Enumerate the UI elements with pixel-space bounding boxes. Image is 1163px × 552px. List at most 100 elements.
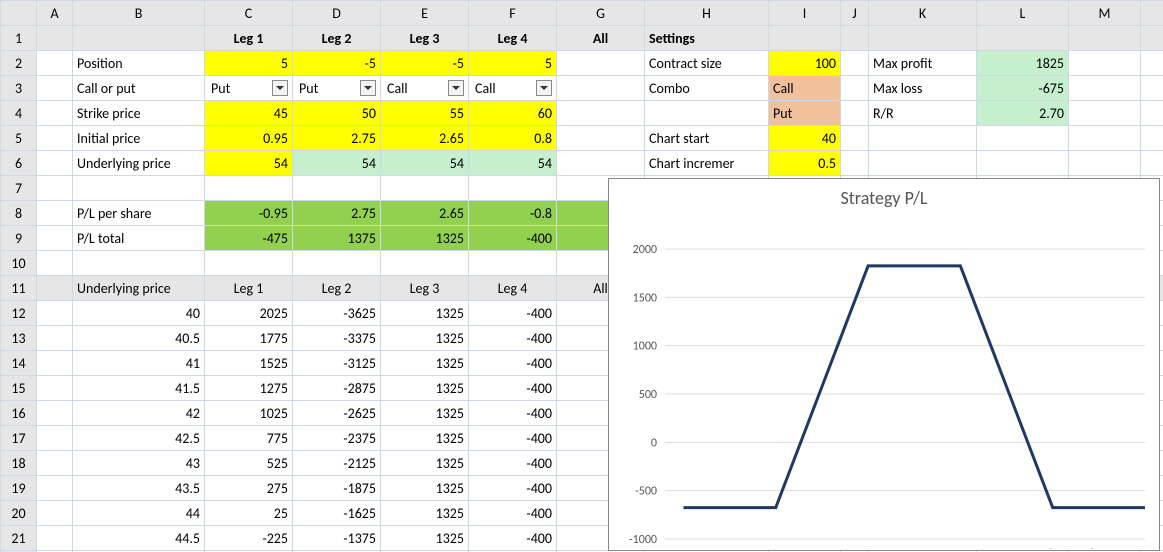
cell[interactable] bbox=[1069, 76, 1141, 101]
cell[interactable] bbox=[205, 176, 293, 201]
cell[interactable] bbox=[557, 101, 645, 126]
column-header-c[interactable]: C bbox=[205, 1, 293, 26]
cell[interactable] bbox=[293, 251, 381, 276]
cell[interactable] bbox=[381, 176, 469, 201]
row-header-19[interactable]: 19 bbox=[1, 476, 37, 501]
row-header-6[interactable]: 6 bbox=[1, 151, 37, 176]
cell[interactable] bbox=[557, 151, 645, 176]
row-header-7[interactable]: 7 bbox=[1, 176, 37, 201]
cell[interactable] bbox=[381, 251, 469, 276]
position-leg2[interactable]: -5 bbox=[293, 51, 381, 76]
cell[interactable] bbox=[1141, 26, 1163, 51]
row-header-5[interactable]: 5 bbox=[1, 126, 37, 151]
row-header-2[interactable]: 2 bbox=[1, 51, 37, 76]
column-header-a[interactable]: A bbox=[37, 1, 73, 26]
column-header-h[interactable]: H bbox=[645, 1, 769, 26]
cell[interactable] bbox=[37, 426, 73, 451]
cell[interactable] bbox=[37, 401, 73, 426]
cell[interactable] bbox=[977, 126, 1069, 151]
cell[interactable] bbox=[73, 176, 205, 201]
column-header-f[interactable]: F bbox=[469, 1, 557, 26]
cell[interactable] bbox=[37, 201, 73, 226]
strike-leg4[interactable]: 60 bbox=[469, 101, 557, 126]
row-header-14[interactable]: 14 bbox=[1, 351, 37, 376]
cell[interactable] bbox=[557, 126, 645, 151]
column-header-l[interactable]: L bbox=[977, 1, 1069, 26]
row-header-3[interactable]: 3 bbox=[1, 76, 37, 101]
row-header-21[interactable]: 21 bbox=[1, 526, 37, 551]
dropdown-icon[interactable] bbox=[272, 80, 288, 96]
cell[interactable] bbox=[293, 176, 381, 201]
row-header-15[interactable]: 15 bbox=[1, 376, 37, 401]
row-header-10[interactable]: 10 bbox=[1, 251, 37, 276]
cell[interactable] bbox=[205, 251, 293, 276]
callput-leg1[interactable]: Put bbox=[205, 76, 293, 101]
cell[interactable] bbox=[37, 451, 73, 476]
dropdown-icon[interactable] bbox=[448, 80, 464, 96]
row-header-18[interactable]: 18 bbox=[1, 451, 37, 476]
chart-start[interactable]: 40 bbox=[769, 126, 841, 151]
row-header-13[interactable]: 13 bbox=[1, 326, 37, 351]
cell[interactable] bbox=[37, 351, 73, 376]
cell[interactable] bbox=[37, 526, 73, 551]
cell[interactable] bbox=[1141, 51, 1163, 76]
init-leg3[interactable]: 2.65 bbox=[381, 126, 469, 151]
strike-leg2[interactable]: 50 bbox=[293, 101, 381, 126]
column-header-g[interactable]: G bbox=[557, 1, 645, 26]
cell[interactable] bbox=[869, 26, 977, 51]
dropdown-icon[interactable] bbox=[536, 80, 552, 96]
combo-call[interactable]: Call bbox=[769, 76, 841, 101]
cell[interactable] bbox=[1069, 126, 1141, 151]
cell[interactable] bbox=[1069, 51, 1141, 76]
position-leg3[interactable]: -5 bbox=[381, 51, 469, 76]
cell[interactable] bbox=[869, 126, 977, 151]
init-leg1[interactable]: 0.95 bbox=[205, 126, 293, 151]
cell[interactable] bbox=[37, 501, 73, 526]
cell[interactable] bbox=[469, 176, 557, 201]
cell[interactable] bbox=[37, 226, 73, 251]
cell[interactable] bbox=[37, 101, 73, 126]
cell[interactable] bbox=[1141, 151, 1163, 176]
cell[interactable] bbox=[37, 376, 73, 401]
cell[interactable] bbox=[1141, 126, 1163, 151]
contract-size[interactable]: 100 bbox=[769, 51, 841, 76]
cell[interactable] bbox=[977, 151, 1069, 176]
column-header-m[interactable]: M bbox=[1069, 1, 1141, 26]
cell[interactable] bbox=[37, 276, 73, 301]
cell[interactable] bbox=[869, 151, 977, 176]
strike-leg3[interactable]: 55 bbox=[381, 101, 469, 126]
position-leg4[interactable]: 5 bbox=[469, 51, 557, 76]
cell[interactable] bbox=[37, 76, 73, 101]
column-header-d[interactable]: D bbox=[293, 1, 381, 26]
cell[interactable] bbox=[1141, 101, 1163, 126]
cell[interactable] bbox=[37, 176, 73, 201]
cell[interactable] bbox=[841, 76, 869, 101]
under-leg1[interactable]: 54 bbox=[205, 151, 293, 176]
cell[interactable] bbox=[1141, 76, 1163, 101]
row-header-11[interactable]: 11 bbox=[1, 276, 37, 301]
init-leg2[interactable]: 2.75 bbox=[293, 126, 381, 151]
cell[interactable] bbox=[557, 51, 645, 76]
init-leg4[interactable]: 0.8 bbox=[469, 126, 557, 151]
cell[interactable] bbox=[37, 126, 73, 151]
row-header-8[interactable]: 8 bbox=[1, 201, 37, 226]
cell[interactable] bbox=[841, 26, 869, 51]
cell[interactable] bbox=[37, 151, 73, 176]
cell[interactable] bbox=[37, 51, 73, 76]
cell[interactable] bbox=[73, 26, 205, 51]
cell[interactable] bbox=[1069, 101, 1141, 126]
cell[interactable] bbox=[469, 251, 557, 276]
column-header-i[interactable]: I bbox=[769, 1, 841, 26]
position-leg1[interactable]: 5 bbox=[205, 51, 293, 76]
cell[interactable] bbox=[1069, 151, 1141, 176]
column-header-k[interactable]: K bbox=[869, 1, 977, 26]
cell[interactable] bbox=[769, 26, 841, 51]
cell[interactable] bbox=[841, 51, 869, 76]
column-header-j[interactable]: J bbox=[841, 1, 869, 26]
row-header-16[interactable]: 16 bbox=[1, 401, 37, 426]
callput-leg4[interactable]: Call bbox=[469, 76, 557, 101]
row-header-20[interactable]: 20 bbox=[1, 501, 37, 526]
cell[interactable] bbox=[841, 151, 869, 176]
combo-put[interactable]: Put bbox=[769, 101, 841, 126]
select-all-corner[interactable] bbox=[1, 1, 37, 26]
